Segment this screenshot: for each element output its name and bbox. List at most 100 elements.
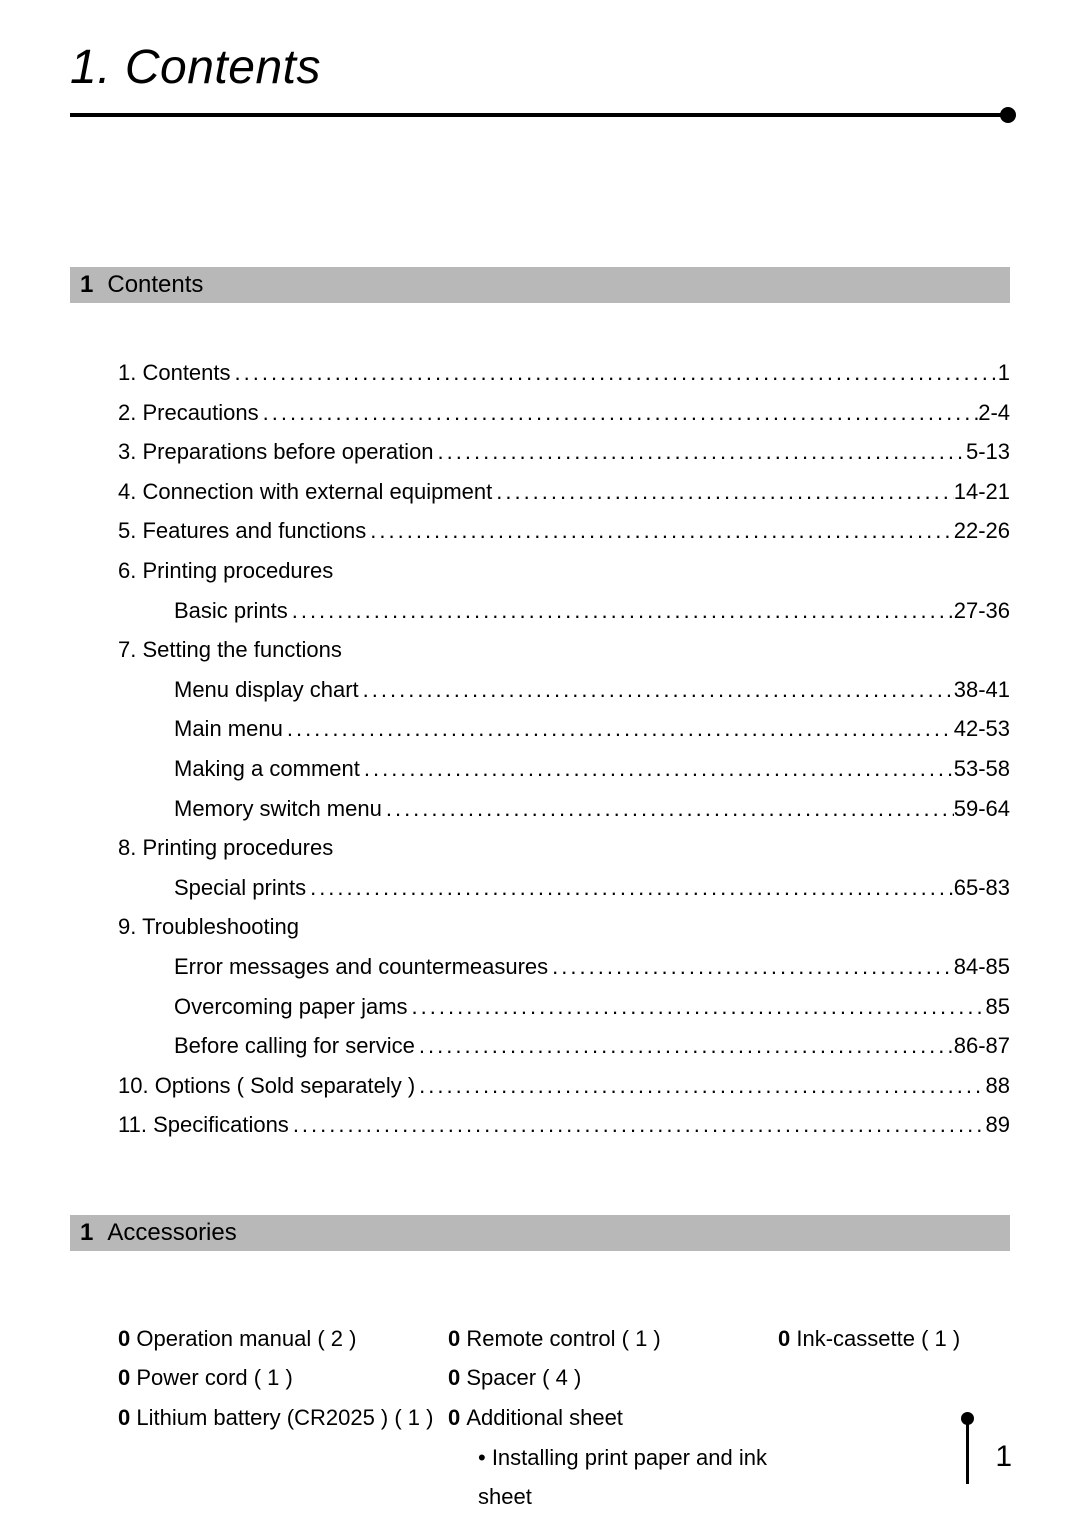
accessories-row: 0 Operation manual ( 2 )0 Remote control… bbox=[118, 1319, 1010, 1359]
toc-leader: ........................................… bbox=[366, 511, 953, 551]
toc-page: 22-26 bbox=[954, 511, 1010, 551]
toc-page: 85 bbox=[986, 987, 1010, 1027]
page-footer: 1 bbox=[966, 1418, 1012, 1488]
toc-label: Making a comment bbox=[174, 749, 360, 789]
accessories-item: Power cord ( 1 ) bbox=[136, 1365, 293, 1390]
toc-page: 86-87 bbox=[954, 1026, 1010, 1066]
accessories-row: 0 Power cord ( 1 )0 Spacer ( 4 ) bbox=[118, 1358, 1010, 1398]
toc-page: 88 bbox=[986, 1066, 1010, 1106]
section-number: 1 bbox=[80, 1219, 93, 1247]
toc-row: 8. Printing procedures bbox=[118, 828, 1010, 868]
toc-label: 2. Precautions bbox=[118, 393, 259, 433]
footer-line-icon bbox=[966, 1418, 969, 1484]
toc-leader: ........................................… bbox=[415, 1026, 954, 1066]
footer-rule-icon bbox=[966, 1418, 969, 1484]
toc-row: 4. Connection with external equipment...… bbox=[118, 472, 1010, 512]
toc-leader: ........................................… bbox=[288, 591, 954, 631]
toc-row: 2. Precautions..........................… bbox=[118, 393, 1010, 433]
accessories-cell: 0 Remote control ( 1 ) bbox=[448, 1319, 778, 1359]
bullet-icon: 0 bbox=[448, 1405, 466, 1430]
toc-row: Memory switch menu......................… bbox=[118, 789, 1010, 829]
page-number: 1 bbox=[995, 1440, 1012, 1474]
toc-row: 10. Options ( Sold separately ).........… bbox=[118, 1066, 1010, 1106]
toc-page: 53-58 bbox=[954, 749, 1010, 789]
toc-label: 6. Printing procedures bbox=[118, 551, 333, 591]
toc-page: 42-53 bbox=[954, 709, 1010, 749]
toc-page: 65-83 bbox=[954, 868, 1010, 908]
footer-dot-icon bbox=[961, 1412, 974, 1425]
accessories-item: Additional sheet bbox=[466, 1405, 623, 1430]
bullet-icon: 0 bbox=[448, 1365, 466, 1390]
toc-label: 3. Preparations before operation bbox=[118, 432, 434, 472]
bullet-icon: 0 bbox=[118, 1326, 136, 1351]
toc-label: 4. Connection with external equipment bbox=[118, 472, 492, 512]
section-header-accessories: 1 Accessories bbox=[70, 1215, 1010, 1251]
title-rule-dot-icon bbox=[1000, 107, 1016, 123]
accessories-cell: 0 Ink-cassette ( 1 ) bbox=[778, 1319, 1010, 1359]
toc-label: Special prints bbox=[174, 868, 306, 908]
toc-leader: ........................................… bbox=[415, 1066, 985, 1106]
bullet-icon: 0 bbox=[448, 1326, 466, 1351]
toc-leader: ........................................… bbox=[382, 789, 954, 829]
accessories-item: Lithium battery (CR2025 ) ( 1 ) bbox=[136, 1405, 433, 1430]
toc-page: 1 bbox=[998, 353, 1010, 393]
toc-label: 1. Contents bbox=[118, 353, 231, 393]
toc-page: 14-21 bbox=[954, 472, 1010, 512]
toc-row: Basic prints............................… bbox=[118, 591, 1010, 631]
accessories-list: 0 Operation manual ( 2 )0 Remote control… bbox=[70, 1319, 1010, 1517]
table-of-contents: 1. Contents.............................… bbox=[70, 353, 1010, 1145]
bullet-icon: 0 bbox=[118, 1365, 136, 1390]
section-header-contents: 1 Contents bbox=[70, 267, 1010, 303]
bullet-icon: 0 bbox=[118, 1405, 136, 1430]
toc-leader: ........................................… bbox=[289, 1105, 986, 1145]
toc-label: Main menu bbox=[174, 709, 283, 749]
toc-leader: ........................................… bbox=[492, 472, 953, 512]
toc-row: Main menu...............................… bbox=[118, 709, 1010, 749]
bullet-icon: 0 bbox=[778, 1326, 796, 1351]
toc-label: Menu display chart bbox=[174, 670, 359, 710]
toc-page: 59-64 bbox=[954, 789, 1010, 829]
accessories-subitem: • Installing print paper and ink sheet bbox=[448, 1438, 778, 1517]
toc-page: 89 bbox=[986, 1105, 1010, 1145]
toc-row: 3. Preparations before operation........… bbox=[118, 432, 1010, 472]
toc-leader: ........................................… bbox=[548, 947, 954, 987]
toc-row: Menu display chart......................… bbox=[118, 670, 1010, 710]
toc-row: Special prints..........................… bbox=[118, 868, 1010, 908]
toc-label: Basic prints bbox=[174, 591, 288, 631]
toc-leader: ........................................… bbox=[306, 868, 954, 908]
toc-row: Overcoming paper jams...................… bbox=[118, 987, 1010, 1027]
accessories-cell bbox=[778, 1358, 1010, 1398]
toc-label: Error messages and countermeasures bbox=[174, 947, 548, 987]
toc-leader: ........................................… bbox=[283, 709, 954, 749]
toc-row: 11. Specifications......................… bbox=[118, 1105, 1010, 1145]
accessories-cell: 0 Spacer ( 4 ) bbox=[448, 1358, 778, 1398]
toc-label: 5. Features and functions bbox=[118, 511, 366, 551]
toc-leader: ........................................… bbox=[259, 393, 979, 433]
accessories-item: Remote control ( 1 ) bbox=[466, 1326, 660, 1351]
toc-leader: ........................................… bbox=[359, 670, 954, 710]
toc-label: 7. Setting the functions bbox=[118, 630, 342, 670]
toc-page: 84-85 bbox=[954, 947, 1010, 987]
toc-label: 8. Printing procedures bbox=[118, 828, 333, 868]
toc-row: 7. Setting the functions bbox=[118, 630, 1010, 670]
accessories-item: Spacer ( 4 ) bbox=[466, 1365, 581, 1390]
accessories-cell: 0 Additional sheet bbox=[448, 1398, 778, 1438]
toc-leader: ........................................… bbox=[434, 432, 966, 472]
toc-label: Overcoming paper jams bbox=[174, 987, 408, 1027]
accessories-row: 0 Lithium battery (CR2025 ) ( 1 )0 Addit… bbox=[118, 1398, 1010, 1438]
toc-row: 9. Troubleshooting bbox=[118, 907, 1010, 947]
chapter-title: 1. Contents bbox=[70, 40, 1010, 95]
section-number: 1 bbox=[80, 271, 93, 299]
accessories-cell bbox=[118, 1438, 448, 1517]
toc-label: Before calling for service bbox=[174, 1026, 415, 1066]
toc-page: 27-36 bbox=[954, 591, 1010, 631]
accessories-cell: 0 Operation manual ( 2 ) bbox=[118, 1319, 448, 1359]
accessories-cell: 0 Lithium battery (CR2025 ) ( 1 ) bbox=[118, 1398, 448, 1438]
accessories-item: Ink-cassette ( 1 ) bbox=[796, 1326, 960, 1351]
toc-page: 38-41 bbox=[954, 670, 1010, 710]
title-rule bbox=[70, 113, 1010, 117]
toc-row: Making a comment........................… bbox=[118, 749, 1010, 789]
toc-page: 5-13 bbox=[966, 432, 1010, 472]
toc-label: 9. Troubleshooting bbox=[118, 907, 299, 947]
toc-leader: ........................................… bbox=[408, 987, 986, 1027]
